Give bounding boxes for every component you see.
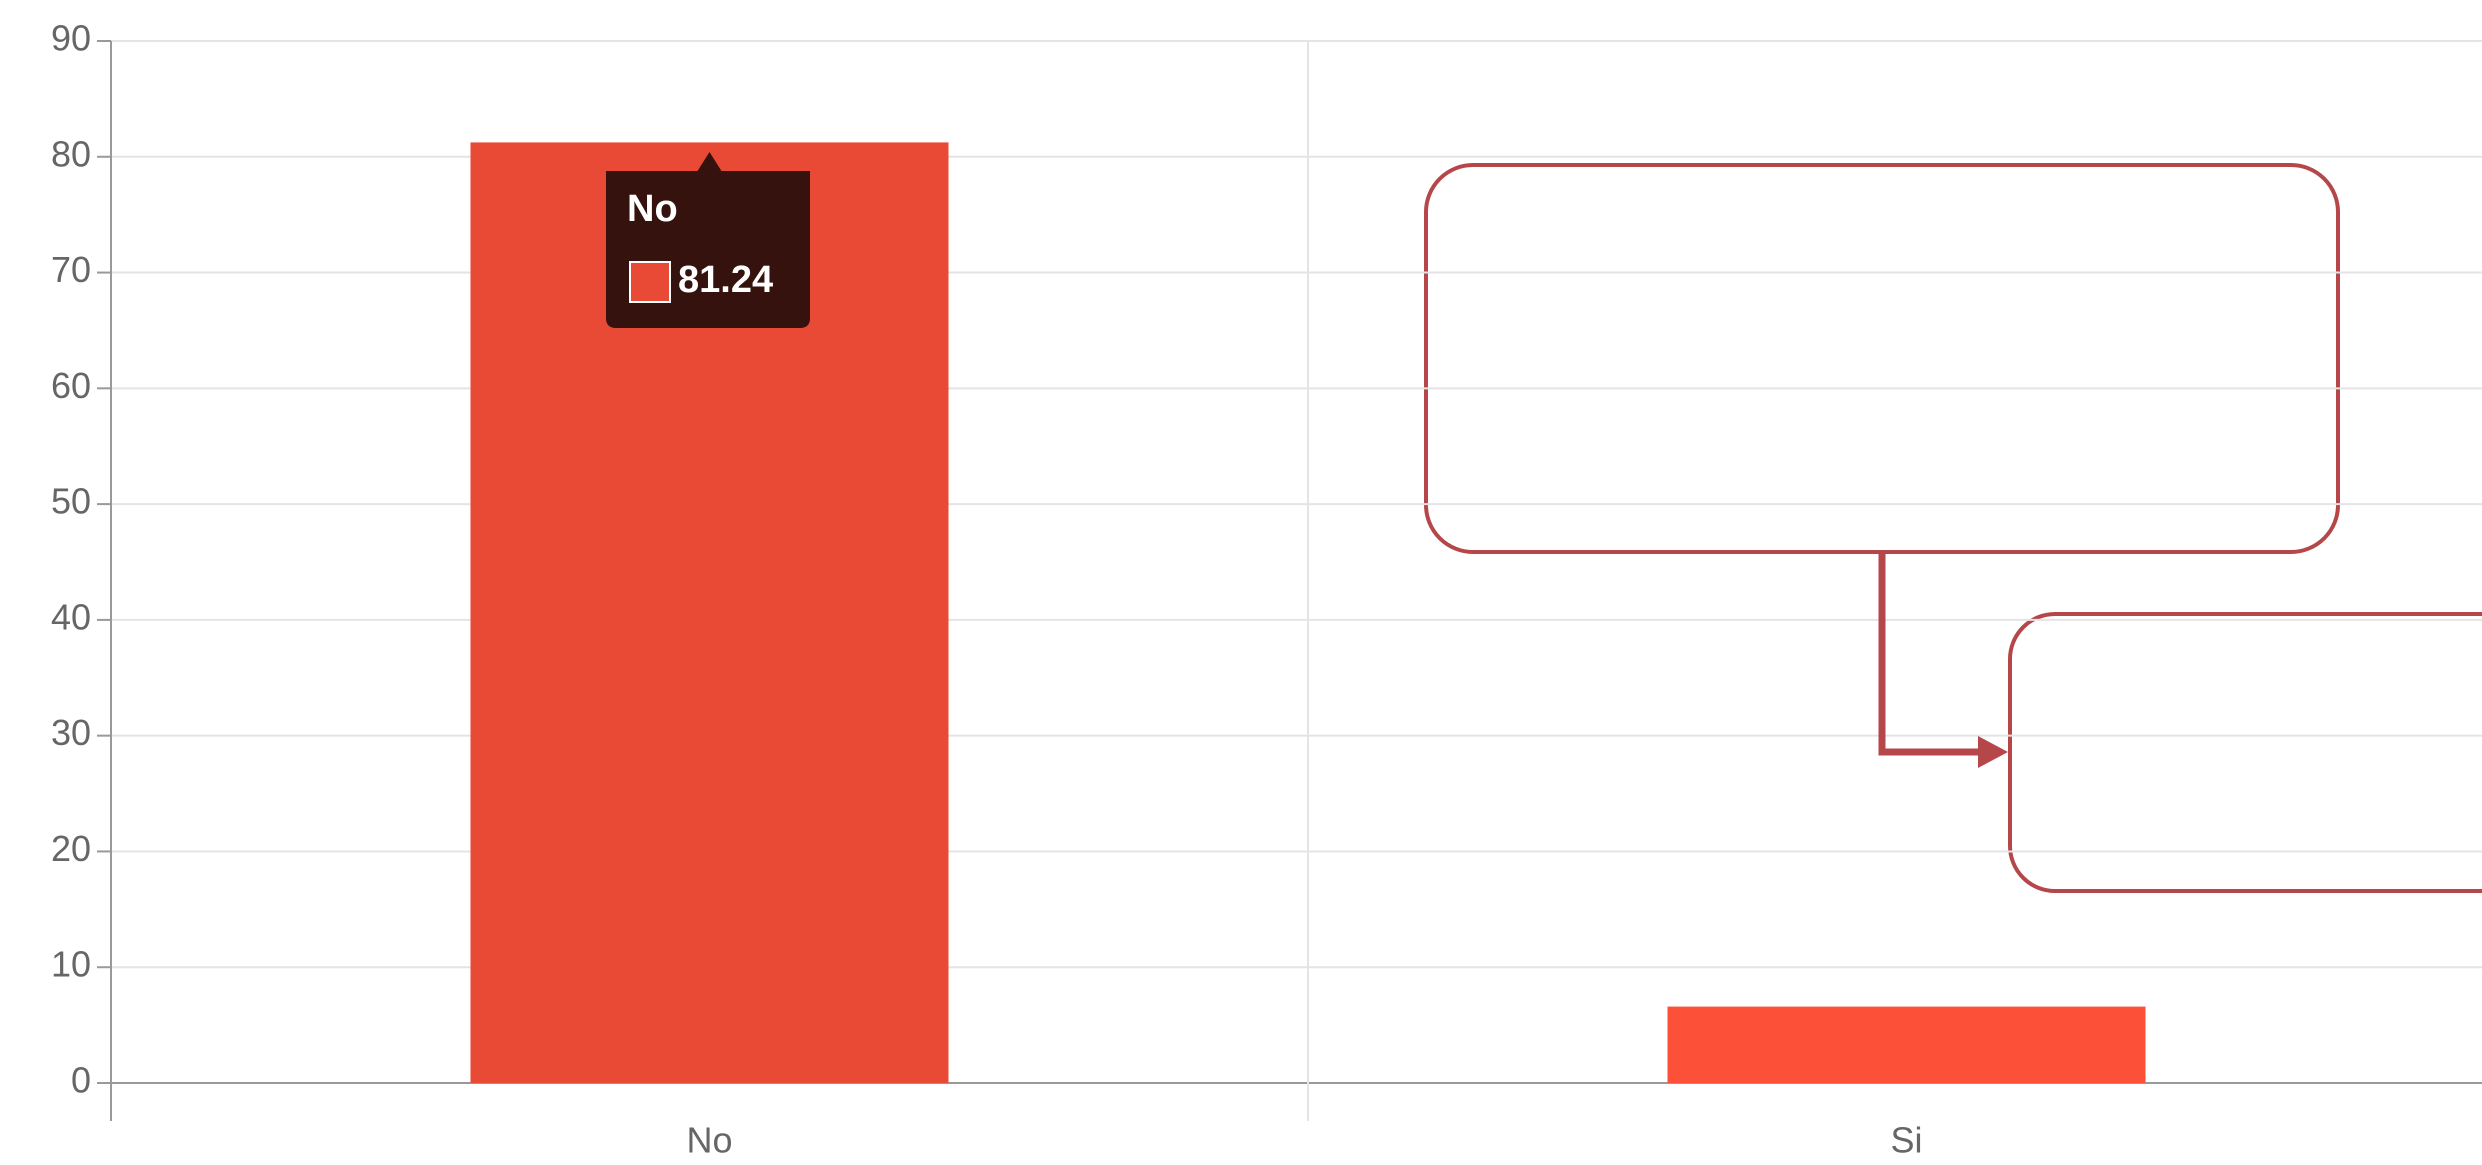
x-tick-label: No bbox=[686, 1120, 732, 1161]
tooltip-title: No bbox=[627, 188, 678, 230]
y-tick-label: 70 bbox=[51, 249, 91, 290]
tooltip-value: 81.24 bbox=[678, 259, 773, 301]
connector bbox=[1878, 552, 1980, 756]
callout-box bbox=[1424, 163, 2340, 554]
y-tick-label: 60 bbox=[51, 365, 91, 406]
x-tick-label: Si bbox=[1890, 1120, 1922, 1161]
y-tick-label: 10 bbox=[51, 944, 91, 985]
y-tick-label: 80 bbox=[51, 133, 91, 174]
y-tick-label: 50 bbox=[51, 481, 91, 522]
bar bbox=[1667, 1006, 2146, 1083]
note-box bbox=[2008, 612, 2482, 893]
y-tick-label: 30 bbox=[51, 712, 91, 753]
y-tick-label: 90 bbox=[51, 18, 91, 59]
y-tick-label: 0 bbox=[71, 1060, 91, 1101]
y-tick-label: 40 bbox=[51, 596, 91, 637]
tooltip-swatch bbox=[629, 261, 671, 303]
arrow-head bbox=[1978, 736, 2008, 768]
y-tick-label: 20 bbox=[51, 828, 91, 869]
